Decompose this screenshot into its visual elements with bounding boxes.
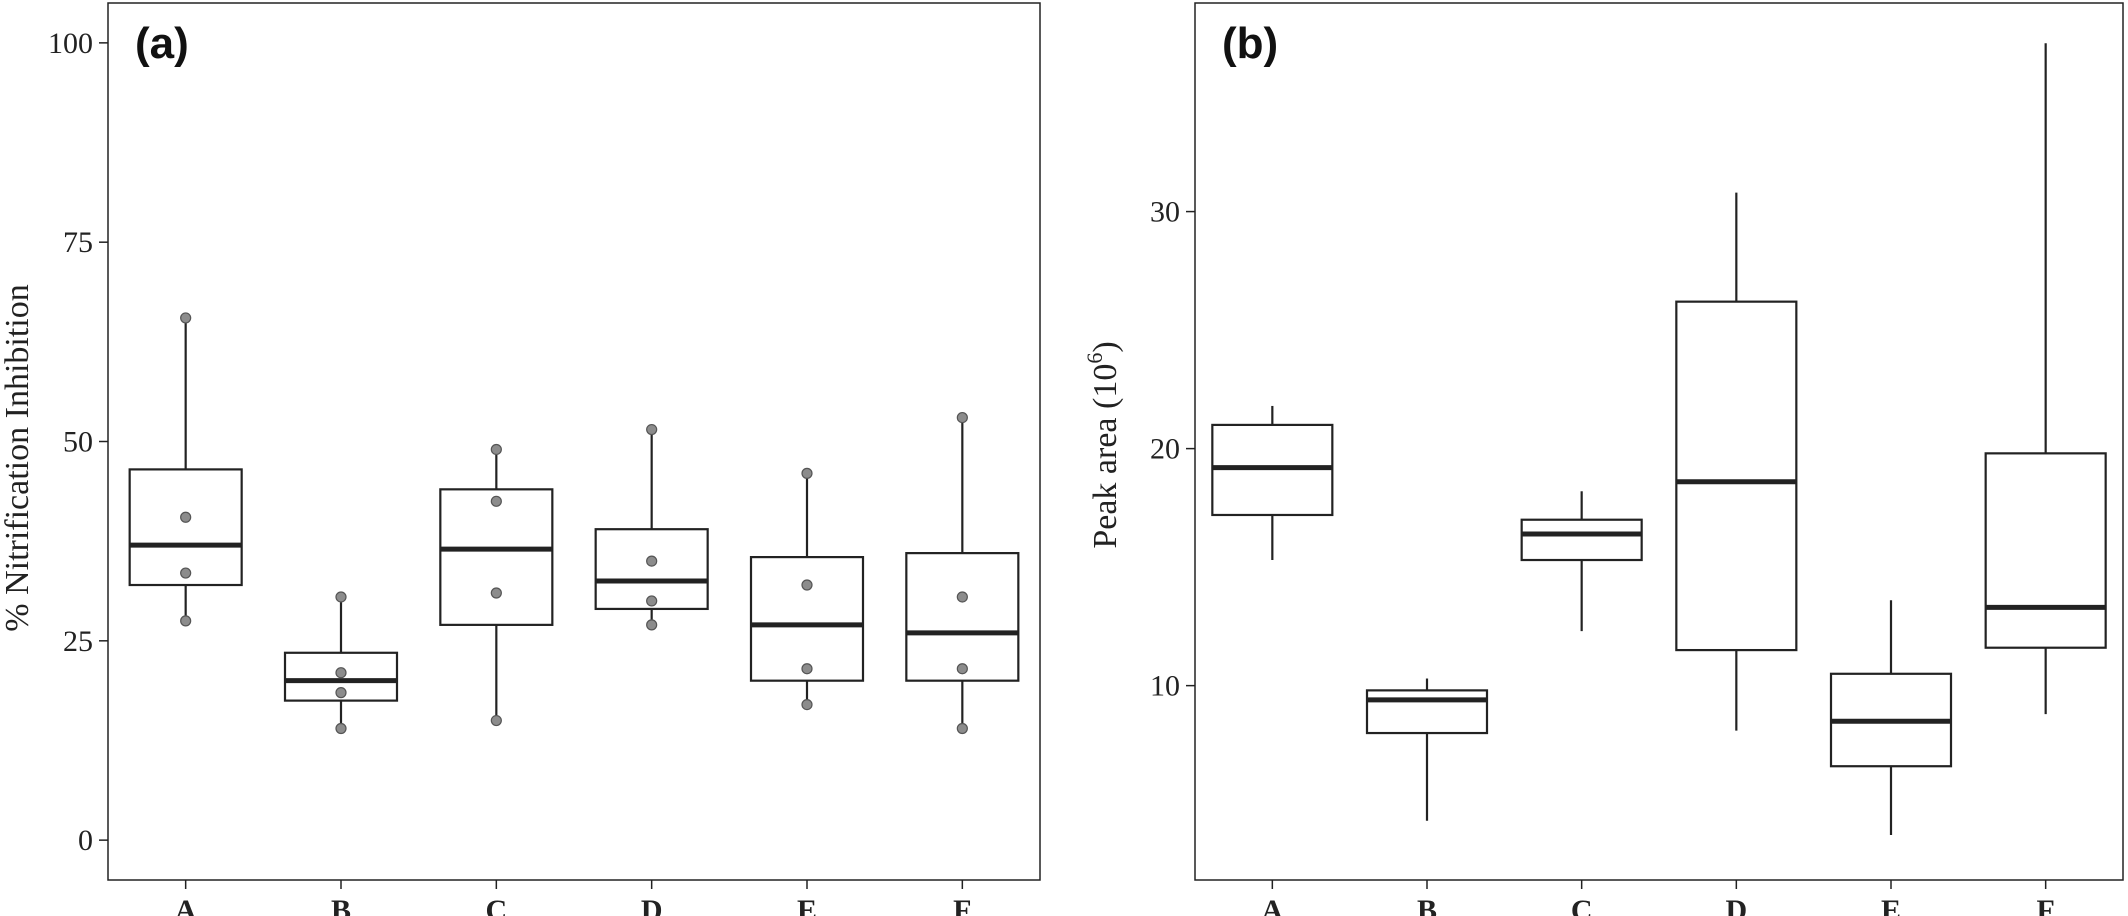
data-point [646, 555, 658, 567]
panel-tag: (b) [1222, 19, 1278, 68]
x-tick-label: D [1725, 894, 1747, 916]
data-point [646, 619, 658, 631]
box-E [749, 556, 865, 682]
data-point [180, 615, 192, 627]
data-point [180, 511, 192, 523]
y-tick-label: 50 [63, 426, 93, 459]
panel-tag: (a) [135, 19, 189, 68]
data-point [180, 312, 192, 324]
panel-b: 10 20 30 A B C D E F Peak area (106) (b) [1082, 2, 2124, 916]
x-tick-label: B [331, 894, 351, 916]
data-point [490, 495, 502, 507]
x-tick-label: A [175, 894, 197, 916]
box-B [1365, 689, 1489, 735]
y-axis-title-suffix: ) [1087, 341, 1124, 352]
data-point [490, 443, 502, 456]
y-axis-title: Peak area (106) [1082, 341, 1124, 548]
plot-frame [1194, 2, 2124, 881]
data-point [335, 722, 347, 735]
data-point [335, 667, 347, 679]
y-tick-label: 30 [1150, 196, 1180, 229]
box-D [1675, 300, 1798, 652]
data-point [801, 467, 813, 479]
box-F [905, 552, 1020, 682]
data-point [956, 591, 968, 603]
x-tick-label: C [485, 894, 507, 916]
x-tick-label: E [1881, 894, 1901, 916]
x-tick-label: F [953, 894, 971, 916]
box-C [439, 488, 554, 626]
x-tick-label: D [641, 894, 663, 916]
data-point [801, 663, 813, 675]
x-tick-label: F [2037, 894, 2055, 916]
box-C [1520, 518, 1643, 562]
y-tick-label: 100 [48, 27, 93, 60]
y-axis-title: % Nitrification Inhibition [0, 284, 36, 632]
x-tick-label: C [1571, 894, 1593, 916]
data-point [801, 579, 813, 591]
y-axis-title-text: % Nitrification Inhibition [0, 284, 36, 632]
y-tick-label: 75 [63, 226, 93, 259]
data-point [801, 698, 813, 711]
data-point [956, 411, 968, 424]
x-tick-label: E [797, 894, 817, 916]
y-axis-title-superscript: 6 [1082, 353, 1107, 364]
x-tick-label: A [1261, 894, 1283, 916]
data-point [335, 687, 347, 699]
data-point [956, 663, 968, 675]
data-point [490, 587, 502, 599]
plot-frame [107, 2, 1041, 881]
data-point [646, 423, 658, 436]
data-point [180, 567, 192, 579]
data-point [490, 714, 502, 727]
box-A [128, 468, 243, 587]
x-tick-label: B [1417, 894, 1437, 916]
y-tick-label: 25 [63, 625, 93, 658]
data-point [956, 722, 968, 735]
data-point [335, 591, 347, 603]
box-F [1984, 452, 2107, 649]
y-axis-title-text: Peak area (10 [1087, 364, 1124, 549]
data-point [646, 595, 658, 607]
y-tick-label: 20 [1150, 433, 1180, 466]
panel-a: 0 25 50 75 100 A B C D E F % Nitrification Inhibiti… [0, 2, 1041, 916]
y-tick-label: 0 [78, 824, 93, 857]
y-tick-label: 10 [1150, 670, 1180, 703]
